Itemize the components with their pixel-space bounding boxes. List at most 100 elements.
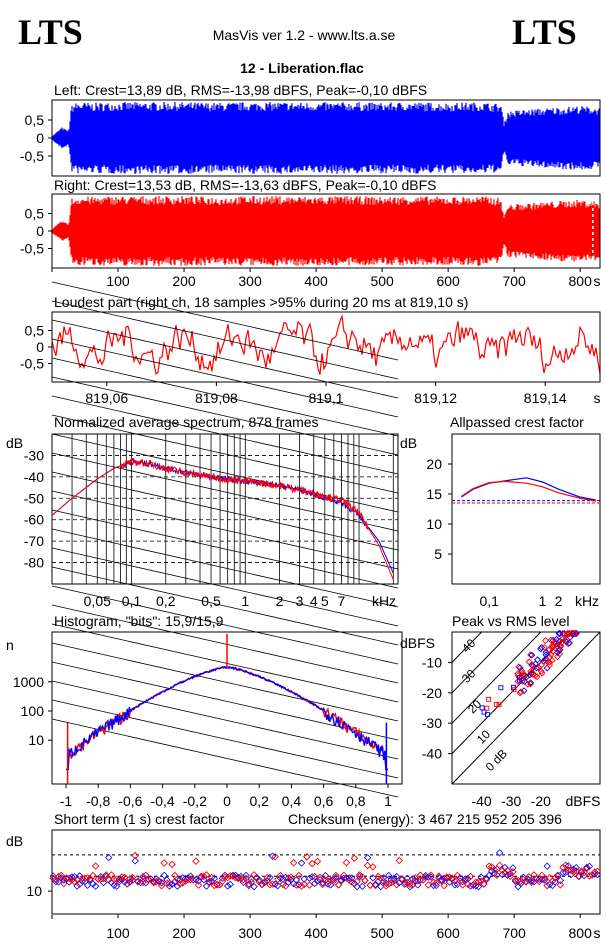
- crest-point-right: [416, 871, 425, 879]
- crest-point-left: [245, 880, 253, 888]
- spectrum-slope: [51, 433, 399, 513]
- peakrms-diag-label: 0 dB: [483, 747, 510, 774]
- crest-point-left: [99, 878, 108, 887]
- peakrms-ylabel: dBFS: [400, 635, 435, 651]
- crest-point-right: [432, 879, 441, 887]
- spectrum-slope: [51, 357, 399, 437]
- crest-xtick-label: 800: [569, 925, 593, 941]
- spectrum-slope: [51, 319, 399, 399]
- crest-point-left: [160, 871, 168, 880]
- peakrms-point: [484, 705, 490, 711]
- crest-xtick-label: 200: [172, 925, 196, 941]
- crest-point-left: [120, 878, 129, 886]
- crest-point-left: [134, 877, 142, 885]
- crest-point-right: [313, 857, 322, 866]
- crest-point-right: [522, 878, 530, 886]
- crest-point-left: [551, 878, 559, 886]
- spectrum-ytick-label: -50: [24, 490, 44, 506]
- crest-point-right: [366, 881, 374, 889]
- crest-point-right: [123, 880, 132, 888]
- crest-point-right: [102, 871, 110, 879]
- crest-point-left: [554, 871, 562, 880]
- crest-point-left: [337, 876, 345, 884]
- crest-point-left: [490, 869, 499, 878]
- spectrum-slope: [51, 623, 399, 703]
- right-waveform: [51, 196, 600, 266]
- loudest-ytick-label: 0,5: [25, 323, 45, 339]
- loudest-xtick-label: 819,1: [308, 390, 343, 406]
- spectrum-xtick-label: 0,1: [122, 593, 142, 609]
- crest-point-right: [453, 871, 462, 880]
- crest-point-right: [382, 882, 390, 890]
- histogram-xtick-label: -0,8: [86, 793, 110, 809]
- crest-point-right: [575, 872, 583, 881]
- crest-xtick-label: 300: [238, 925, 262, 941]
- crest-point-left: [73, 882, 81, 890]
- spectrum-ytick-label: -30: [24, 447, 44, 463]
- crest-point-left: [76, 872, 84, 880]
- crest-point-left: [295, 881, 303, 889]
- peakrms-point: [498, 685, 504, 691]
- crest-point-left: [398, 876, 406, 884]
- crest-point-left: [226, 880, 234, 889]
- crest-point-right: [466, 872, 475, 881]
- crest-point-left: [171, 878, 179, 886]
- spectrum-xtick-label: 3: [296, 593, 304, 609]
- crest-point-left: [585, 862, 594, 870]
- crest-point-left: [509, 864, 517, 872]
- crest-point-left: [266, 873, 274, 882]
- crest-point-right: [535, 877, 544, 886]
- crest-point-left: [184, 874, 192, 882]
- spectrum-title: Normalized average spectrum, 878 frames: [54, 414, 319, 430]
- crest-point-left: [348, 874, 356, 882]
- checksum: Checksum (energy): 3 467 215 952 205 396: [288, 811, 562, 827]
- crest-point-left: [400, 880, 409, 888]
- spectrum-xtick-label: 0,2: [156, 593, 176, 609]
- spectrum-slope: [51, 376, 399, 456]
- crest-point-right: [289, 859, 298, 867]
- crest-point-left: [514, 882, 522, 891]
- peakrms-point: [546, 661, 554, 669]
- spectrum-xtick-label: 7: [338, 593, 346, 609]
- crest-point-left: [300, 875, 308, 883]
- time-unit: s: [594, 273, 601, 289]
- crest-point-right: [408, 881, 417, 889]
- crest-point-right: [308, 859, 316, 868]
- crest-ytick-label: 10: [26, 883, 42, 899]
- crest-point-left: [543, 862, 551, 870]
- histogram-xtick-label: -0,4: [151, 793, 175, 809]
- left-ytick-label: -0,5: [20, 148, 44, 164]
- spectrum-slope: [51, 281, 399, 361]
- crest-point-right: [440, 881, 448, 890]
- crest-point-left: [131, 857, 139, 865]
- peakrms-point: [531, 672, 539, 680]
- peakrms-point: [550, 643, 557, 651]
- peakrms-point: [516, 689, 524, 697]
- crest-point-right: [458, 881, 467, 889]
- spectrum-frame: [51, 433, 399, 585]
- peakrms-point: [523, 673, 530, 681]
- crest-point-right: [287, 873, 295, 882]
- crest-point-right: [572, 867, 580, 875]
- crest-point-right: [300, 880, 308, 889]
- crest-point-right: [303, 853, 311, 861]
- crest-point-left: [292, 876, 300, 884]
- crest-point-left: [297, 859, 306, 867]
- crest-point-left: [527, 877, 536, 885]
- spectrum-slope: [51, 680, 399, 760]
- crest-point-right: [131, 851, 139, 860]
- peakrms-xtick-label: -30: [501, 793, 521, 809]
- allpass-xtick-label: 2: [555, 593, 563, 609]
- peakrms-point: [537, 667, 545, 675]
- allpass-frame: [451, 433, 601, 585]
- loudest-xtick-label: 819,06: [85, 390, 128, 406]
- loudest-ytick-label: 0: [36, 339, 44, 355]
- crest-point-left: [350, 879, 359, 888]
- crest-point-left: [392, 872, 401, 881]
- peakrms-point: [565, 639, 573, 647]
- crest-point-right: [115, 877, 124, 886]
- crest-point-right: [551, 874, 559, 882]
- crest-point-right: [593, 867, 602, 876]
- crest-point-right: [316, 873, 324, 882]
